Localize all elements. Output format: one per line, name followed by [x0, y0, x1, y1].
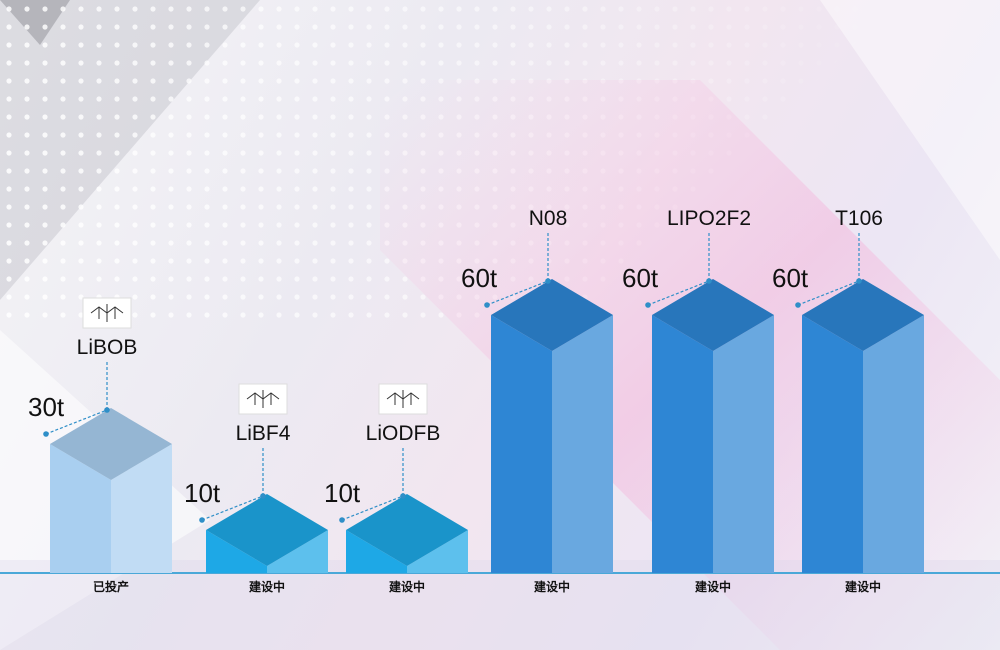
bar-name-label: T106 [835, 207, 883, 230]
bar-lipo2f2: 60t LIPO2F2 建设中 [622, 207, 774, 594]
leader-dot [645, 302, 651, 308]
data-label: 10t [184, 478, 221, 508]
bar-left-face [802, 315, 863, 573]
bar-t106: 60t T106 建设中 [772, 207, 924, 594]
bar-name-label: LiBF4 [236, 422, 291, 445]
bar-left-face [652, 315, 713, 573]
data-label: 60t [622, 263, 659, 293]
x-tick-label: 建设中 [248, 579, 285, 594]
data-label: 10t [324, 478, 361, 508]
bar-top-face [206, 494, 328, 566]
leader-line [797, 280, 860, 306]
leader-dot [43, 431, 49, 437]
leader-dot [856, 278, 862, 284]
bar-name-label: LiODFB [366, 422, 441, 445]
structure-image [378, 383, 428, 415]
leader-dot [199, 517, 205, 523]
bar-top-face [491, 279, 613, 351]
bar-name-label: LIPO2F2 [667, 207, 751, 230]
leader-dot [400, 493, 406, 499]
bar-left-face [491, 315, 552, 573]
x-tick-label: 建设中 [388, 579, 425, 594]
bar-right-face [863, 315, 924, 573]
bar-n08: 60t N08 建设中 [461, 207, 613, 594]
bar-right-face [552, 315, 613, 573]
data-label: 60t [461, 263, 498, 293]
bar-right-face [407, 530, 468, 573]
leader-dot [339, 517, 345, 523]
leader-line [341, 495, 404, 521]
structure-image [82, 297, 132, 329]
bar-top-face [802, 279, 924, 351]
x-tick-label: 建设中 [844, 579, 881, 594]
bar-left-face [346, 530, 407, 573]
leader-dot [484, 302, 490, 308]
bar-top-face [50, 408, 172, 480]
leader-line [486, 280, 549, 306]
bar-right-face [111, 444, 172, 573]
leader-line [201, 495, 264, 521]
x-tick-label: 建设中 [694, 579, 731, 594]
leader-dot [104, 407, 110, 413]
leader-dot [706, 278, 712, 284]
leader-line [45, 409, 108, 435]
bar-liodfb: 10t LiODFB 建设中 [324, 383, 468, 594]
bar-right-face [713, 315, 774, 573]
leader-line [647, 280, 710, 306]
bar-top-face [346, 494, 468, 566]
bar-left-face [50, 444, 111, 573]
bar-libob: 30t LiBOB 已投产 [28, 297, 172, 594]
data-label: 30t [28, 392, 65, 422]
leader-dot [545, 278, 551, 284]
structure-image [238, 383, 288, 415]
bar-libf4: 10t LiBF4 建设中 [184, 383, 328, 594]
bar-left-face [206, 530, 267, 573]
bar-top-face [652, 279, 774, 351]
bar-name-label: N08 [529, 207, 568, 230]
data-label: 60t [772, 263, 809, 293]
leader-dot [795, 302, 801, 308]
leader-dot [260, 493, 266, 499]
x-tick-label: 建设中 [533, 579, 570, 594]
bar-right-face [267, 530, 328, 573]
x-tick-label: 已投产 [93, 579, 129, 594]
bar-name-label: LiBOB [77, 336, 138, 359]
